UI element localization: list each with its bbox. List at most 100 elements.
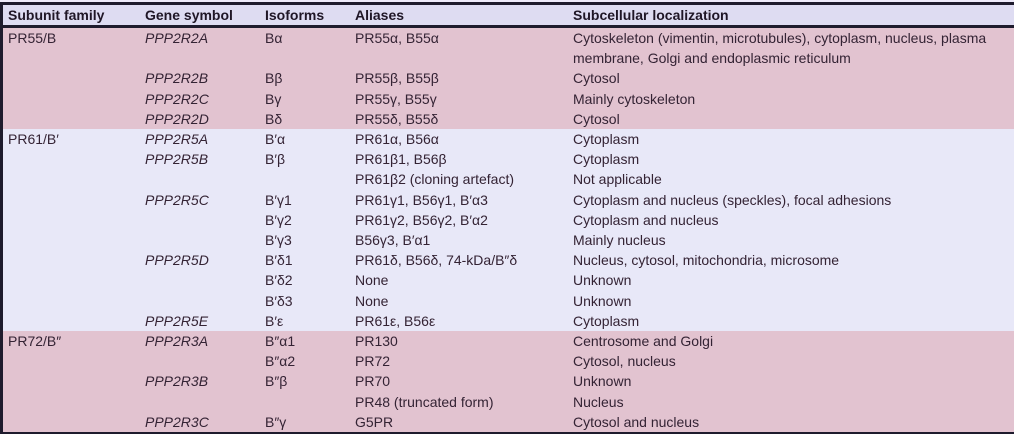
cell-isoform: Bδ <box>265 110 283 127</box>
cell-gene: PPP2R3B <box>145 373 209 390</box>
cell-aliases: PR55α, B55α <box>355 30 439 46</box>
cell-gene: PPP2R5D <box>145 252 209 269</box>
cell-localization: Nucleus <box>573 393 624 410</box>
cell-localization: Unknown <box>573 373 632 390</box>
cell-localization: Cytoplasm <box>573 151 640 168</box>
cell-localization: Cytosol <box>573 70 620 87</box>
cell-isoform: B′γ3 <box>265 232 292 249</box>
cell-aliases: None <box>355 272 389 289</box>
table-row: PPP2R5C B′γ1 PR61γ1, B56γ1, B′α3 Cytopla… <box>8 190 1008 210</box>
cell-family <box>8 68 145 88</box>
table-row: B′δ3 None Unknown <box>8 291 1008 311</box>
table-row: PPP2R3C B″γ G5PR Cytosol and nucleus <box>8 412 1008 432</box>
cell-aliases: PR55β, B55β <box>355 70 439 87</box>
cell-gene <box>145 169 265 189</box>
cell-localization: Cytoskeleton (vimentin, microtubules), c… <box>573 30 987 67</box>
cell-gene <box>145 392 265 412</box>
cell-family <box>8 412 145 432</box>
cell-isoform: Bα <box>265 30 283 46</box>
cell-isoform: B′δ3 <box>265 292 293 309</box>
cell-family <box>8 169 145 189</box>
table-row: PPP2R2D Bδ PR55δ, B55δ Cytosol <box>8 109 1008 129</box>
cell-gene: PPP2R2A <box>145 30 209 46</box>
cell-aliases: PR55δ, B55δ <box>355 110 439 127</box>
cell-localization: Cytoplasm and nucleus <box>573 211 719 228</box>
cell-localization: Unknown <box>573 272 632 289</box>
table-row: PR61/B′ PPP2R5A B′α PR61α, B56α Cytoplas… <box>8 129 1008 149</box>
cell-gene: PPP2R2D <box>145 110 209 127</box>
table-row: PR61β2 (cloning artefact) Not applicable <box>8 169 1008 189</box>
cell-family: PR55/B <box>8 30 57 46</box>
cell-isoform: B′ε <box>265 312 284 329</box>
cell-isoform: B′δ2 <box>265 272 293 289</box>
cell-gene: PPP2R3A <box>145 333 209 350</box>
cell-gene <box>145 270 265 290</box>
column-header-subunit-family: Subunit family <box>8 7 105 23</box>
cell-family <box>8 89 145 109</box>
table-row: PPP2R2C Bγ PR55γ, B55γ Mainly cytoskelet… <box>8 89 1008 109</box>
table-header-row: Subunit family Gene symbol Isoforms Alia… <box>3 5 1014 28</box>
table-row: PPP2R2B Bβ PR55β, B55β Cytosol <box>8 68 1008 88</box>
table-row: PR72/B″ PPP2R3A B″α1 PR130 Centrosome an… <box>8 331 1008 351</box>
section-pr72-bdoubleprime: PR72/B″ PPP2R3A B″α1 PR130 Centrosome an… <box>3 331 1014 433</box>
cell-aliases: B56γ3, B′α1 <box>355 232 431 249</box>
section-pr55-b: PR55/B PPP2R2A Bα PR55α, B55α Cytoskelet… <box>3 28 1014 130</box>
cell-localization: Mainly nucleus <box>573 232 666 249</box>
cell-aliases: PR61β2 (cloning artefact) <box>355 171 515 188</box>
cell-localization: Cytoplasm <box>573 312 640 329</box>
cell-family <box>8 270 145 290</box>
cell-family <box>8 190 145 210</box>
cell-aliases: PR48 (truncated form) <box>355 393 494 410</box>
cell-isoform: B″α2 <box>265 353 296 370</box>
cell-gene: PPP2R2C <box>145 90 209 107</box>
cell-family <box>8 351 145 371</box>
section-pr61-bprime: PR61/B′ PPP2R5A B′α PR61α, B56α Cytoplas… <box>3 129 1014 332</box>
cell-gene <box>145 351 265 371</box>
cell-aliases: PR61γ2, B56γ2, B′α2 <box>355 211 488 228</box>
cell-isoform <box>265 392 355 412</box>
column-header-subcellular-localization: Subcellular localization <box>573 7 729 23</box>
cell-aliases: PR61γ1, B56γ1, B′α3 <box>355 191 488 208</box>
cell-gene <box>145 291 265 311</box>
cell-isoform: B′δ1 <box>265 252 293 269</box>
cell-localization: Centrosome and Golgi <box>573 333 714 350</box>
cell-localization: Not applicable <box>573 171 662 188</box>
column-header-gene-symbol: Gene symbol <box>145 7 233 23</box>
cell-isoform: B″γ <box>265 413 287 430</box>
top-margin-strip <box>0 0 1014 2</box>
cell-aliases: PR61ε, B56ε <box>355 312 436 329</box>
table-row: PR55/B PPP2R2A Bα PR55α, B55α Cytoskelet… <box>8 28 1008 68</box>
cell-aliases: PR61δ, B56δ, 74-kDa/B″δ <box>355 252 518 269</box>
cell-localization: Cytosol and nucleus <box>573 413 700 430</box>
cell-gene: PPP2R5E <box>145 312 209 329</box>
cell-family: PR61/B′ <box>8 131 59 148</box>
cell-localization: Cytoplasm and nucleus (speckles), focal … <box>573 191 892 208</box>
cell-family <box>8 291 145 311</box>
cell-gene: PPP2R5C <box>145 191 209 208</box>
cell-aliases: G5PR <box>355 413 394 430</box>
table-row: B″α2 PR72 Cytosol, nucleus <box>8 351 1008 371</box>
table-row: PPP2R5D B′δ1 PR61δ, B56δ, 74-kDa/B″δ Nuc… <box>8 250 1008 270</box>
cell-family <box>8 311 145 331</box>
cell-gene <box>145 230 265 250</box>
cell-family <box>8 210 145 230</box>
cell-family: PR72/B″ <box>8 333 62 350</box>
cell-family <box>8 371 145 391</box>
table-row: PPP2R5E B′ε PR61ε, B56ε Cytoplasm <box>8 311 1008 331</box>
cell-family <box>8 392 145 412</box>
table-row: PR48 (truncated form) Nucleus <box>8 392 1008 412</box>
cell-isoform: B′γ1 <box>265 191 292 208</box>
cell-localization: Mainly cytoskeleton <box>573 90 696 107</box>
cell-family <box>8 149 145 169</box>
cell-isoform: Bγ <box>265 90 282 107</box>
cell-aliases: PR70 <box>355 373 391 390</box>
cell-isoform: B′β <box>265 151 286 168</box>
column-header-isoforms: Isoforms <box>265 7 325 23</box>
cell-isoform: B′γ2 <box>265 211 292 228</box>
cell-isoform: B″β <box>265 373 288 390</box>
cell-aliases: PR72 <box>355 353 391 370</box>
cell-isoform: Bβ <box>265 70 283 87</box>
